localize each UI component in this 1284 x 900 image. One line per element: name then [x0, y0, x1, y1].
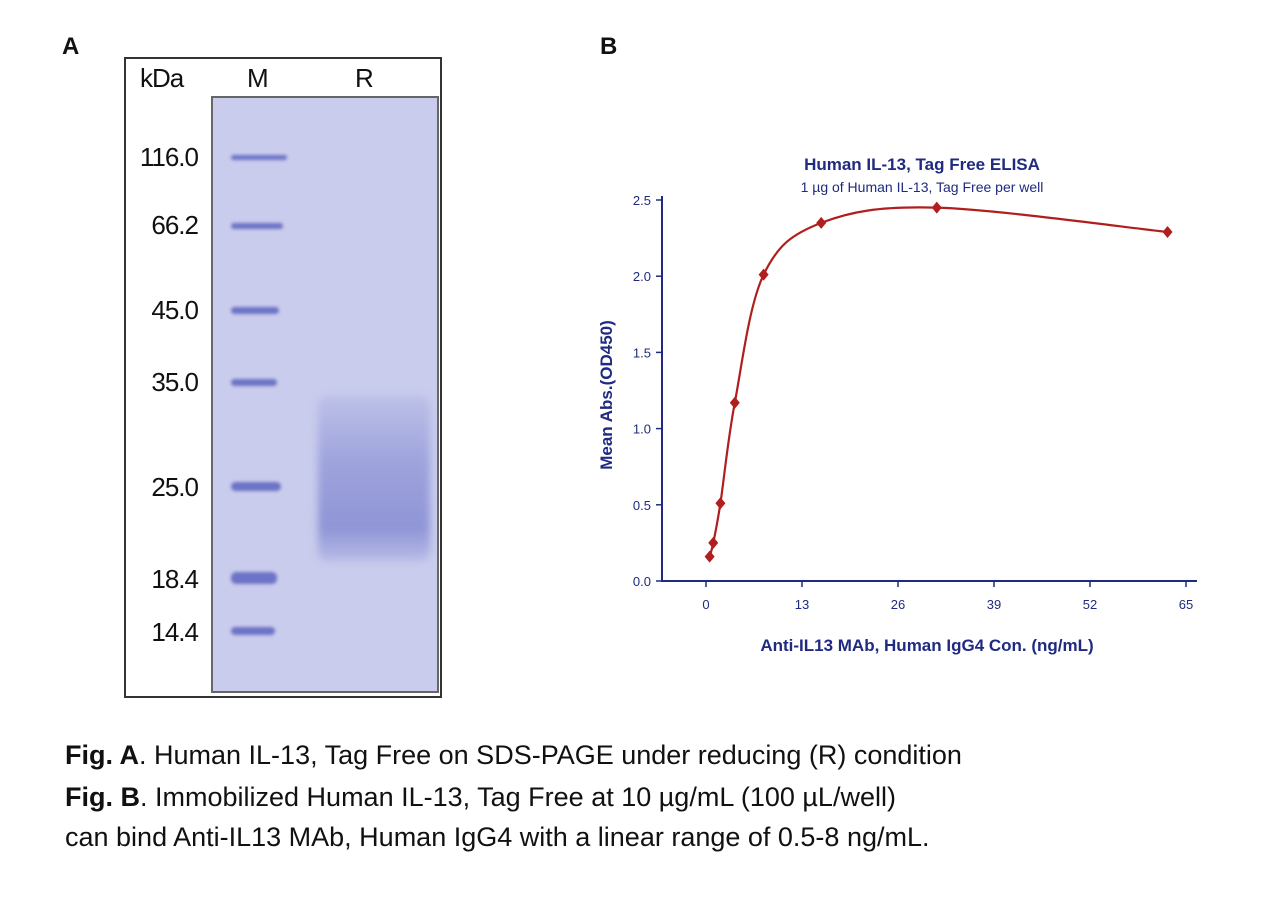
x-tick-label: 13	[795, 597, 809, 612]
fit-curve	[708, 206, 1168, 557]
elisa-chart: Human IL-13, Tag Free ELISA 1 µg of Huma…	[597, 155, 1197, 655]
caption-b-line2: can bind Anti-IL13 MAb, Human IgG4 with …	[65, 822, 930, 852]
marker-band	[231, 379, 277, 386]
caption-b-text: . Immobilized Human IL-13, Tag Free at 1…	[140, 782, 896, 812]
mw-label: 25.0	[151, 472, 199, 502]
caption-b-bold: Fig. B	[65, 782, 140, 812]
x-tick-label: 52	[1083, 597, 1097, 612]
sample-band-smear	[318, 396, 430, 561]
marker-band	[231, 155, 287, 160]
y-tick-label: 1.0	[633, 422, 651, 437]
y-tick-label: 2.5	[633, 193, 651, 208]
x-tick-label: 26	[891, 597, 905, 612]
mw-label: 116.0	[139, 142, 199, 172]
caption-b: Fig. B. Immobilized Human IL-13, Tag Fre…	[65, 782, 896, 813]
caption-a-bold: Fig. A	[65, 740, 139, 770]
mw-label: 35.0	[151, 367, 199, 397]
lane-m-label: M	[247, 63, 269, 93]
y-tick-label: 0.0	[633, 574, 651, 589]
gel-image	[211, 96, 439, 693]
y-axis-label: Mean Abs.(OD450)	[597, 320, 616, 470]
data-point	[715, 497, 726, 510]
y-tick-label: 1.5	[633, 345, 651, 360]
data-point	[729, 396, 740, 409]
panel-b-label: B	[600, 33, 618, 60]
data-point	[931, 201, 942, 214]
x-tick-label: 65	[1179, 597, 1193, 612]
kda-label: kDa	[140, 63, 184, 93]
y-tick-label: 0.5	[633, 498, 651, 513]
mw-label: 18.4	[151, 564, 199, 594]
data-point	[704, 550, 715, 563]
marker-band	[231, 572, 277, 584]
mw-label: 14.4	[151, 617, 199, 647]
data-point	[758, 268, 769, 281]
x-tick-label: 39	[987, 597, 1001, 612]
lane-r-label: R	[355, 63, 374, 93]
panel-a-label: A	[62, 33, 80, 60]
data-point	[708, 536, 719, 549]
data-point	[816, 216, 827, 229]
chart-subtitle: 1 µg of Human IL-13, Tag Free per well	[801, 179, 1044, 195]
caption-a-text: . Human IL-13, Tag Free on SDS-PAGE unde…	[139, 740, 962, 770]
x-axis-label: Anti-IL13 MAb, Human IgG4 Con. (ng/mL)	[760, 636, 1093, 655]
mw-label: 66.2	[151, 210, 199, 240]
x-tick-label: 0	[702, 597, 709, 612]
marker-band	[231, 482, 281, 491]
caption-a: Fig. A. Human IL-13, Tag Free on SDS-PAG…	[65, 740, 962, 771]
data-point	[1162, 226, 1173, 239]
marker-band	[231, 627, 275, 635]
mw-label: 45.0	[151, 295, 199, 325]
marker-band	[231, 307, 279, 314]
y-tick-label: 2.0	[633, 269, 651, 284]
chart-title: Human IL-13, Tag Free ELISA	[804, 155, 1040, 174]
marker-band	[231, 223, 283, 229]
